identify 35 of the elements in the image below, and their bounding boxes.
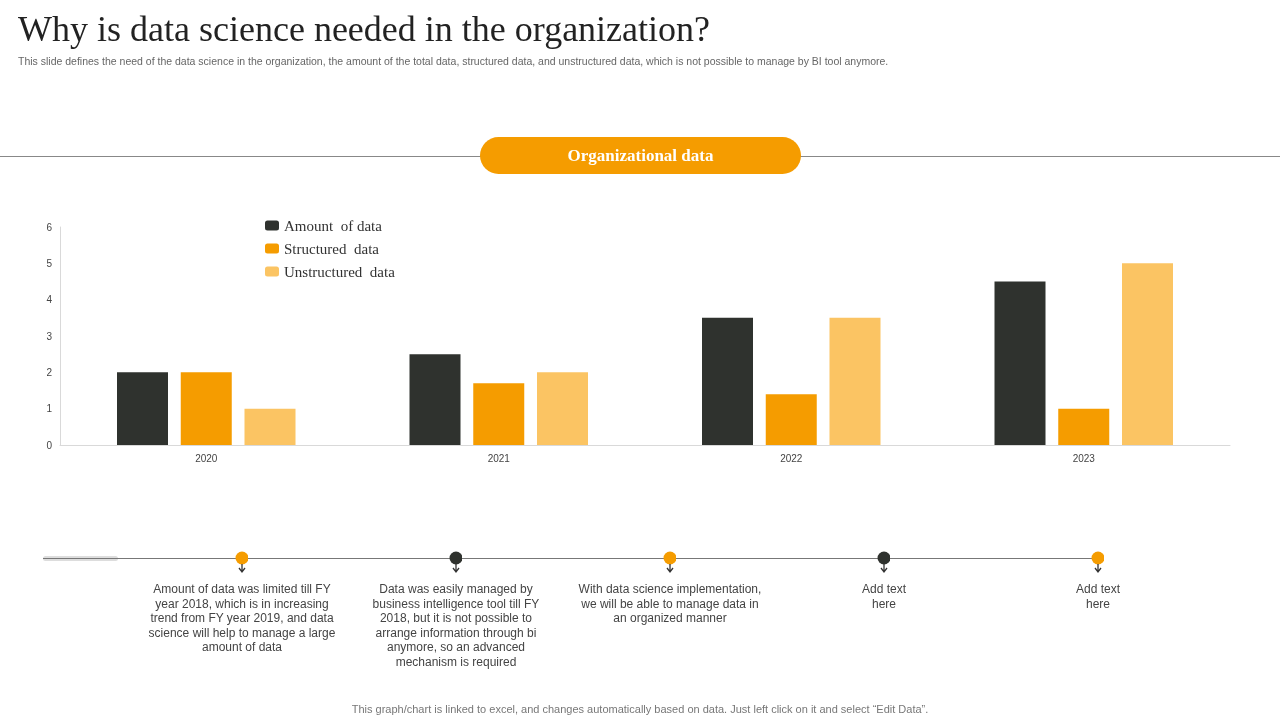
text: Data was easily managed by business intelligence tool till FY 2018, but it is not possible to arrange information through bi anymore, so an advanced mechanism is required <box>371 582 541 670</box>
y-tick-label: 0 <box>46 439 53 451</box>
legend-label: Unstructured data <box>284 263 396 280</box>
text: With data science implementation, we will be able to manage data in an organized manner <box>577 582 763 626</box>
y-tick-label: 2 <box>46 366 53 378</box>
bar <box>180 372 232 445</box>
y-tick-label: 6 <box>46 221 53 233</box>
bar <box>1058 408 1110 445</box>
y-tick-label: 1 <box>46 403 53 415</box>
x-tick-label: 2023 <box>1072 452 1096 464</box>
bar <box>765 394 817 445</box>
text: Add text here <box>861 582 907 612</box>
bar <box>117 372 168 445</box>
bar <box>702 317 753 445</box>
text: Add text here <box>1075 582 1121 612</box>
bar <box>829 317 881 445</box>
text: This graph/chart is linked to excel, and changes automatically based on data. Just left click on it and select “Edit Data”. <box>350 703 930 715</box>
chart-subtitle: This slide defines the need of the data science in the organization, the amount of the total data, structured data, and unstructured data, which is not possible to manage by BI tool anymore. <box>18 55 889 67</box>
bar <box>994 281 1046 445</box>
bar <box>409 354 461 445</box>
legend-label: Amount of data <box>284 217 383 234</box>
bar <box>537 372 588 445</box>
x-tick-label: 2022 <box>780 452 803 464</box>
bar <box>244 408 296 445</box>
x-tick-label: 2021 <box>487 452 511 464</box>
legend-label: Structured data <box>284 240 380 257</box>
y-tick-label: 4 <box>46 294 53 306</box>
bar <box>473 383 525 445</box>
y-tick-label: 3 <box>46 330 53 342</box>
y-tick-label: 5 <box>46 257 53 269</box>
x-tick-label: 2020 <box>195 452 218 464</box>
chart-title: Why is data science needed in the organization? <box>18 8 711 50</box>
text: Organizational data <box>480 137 801 174</box>
text: Amount of data was limited till FY year 2018, which is in increasing trend from FY year 2019, and data science will help to manage a large amount of data <box>147 582 337 655</box>
bar <box>1122 263 1173 445</box>
